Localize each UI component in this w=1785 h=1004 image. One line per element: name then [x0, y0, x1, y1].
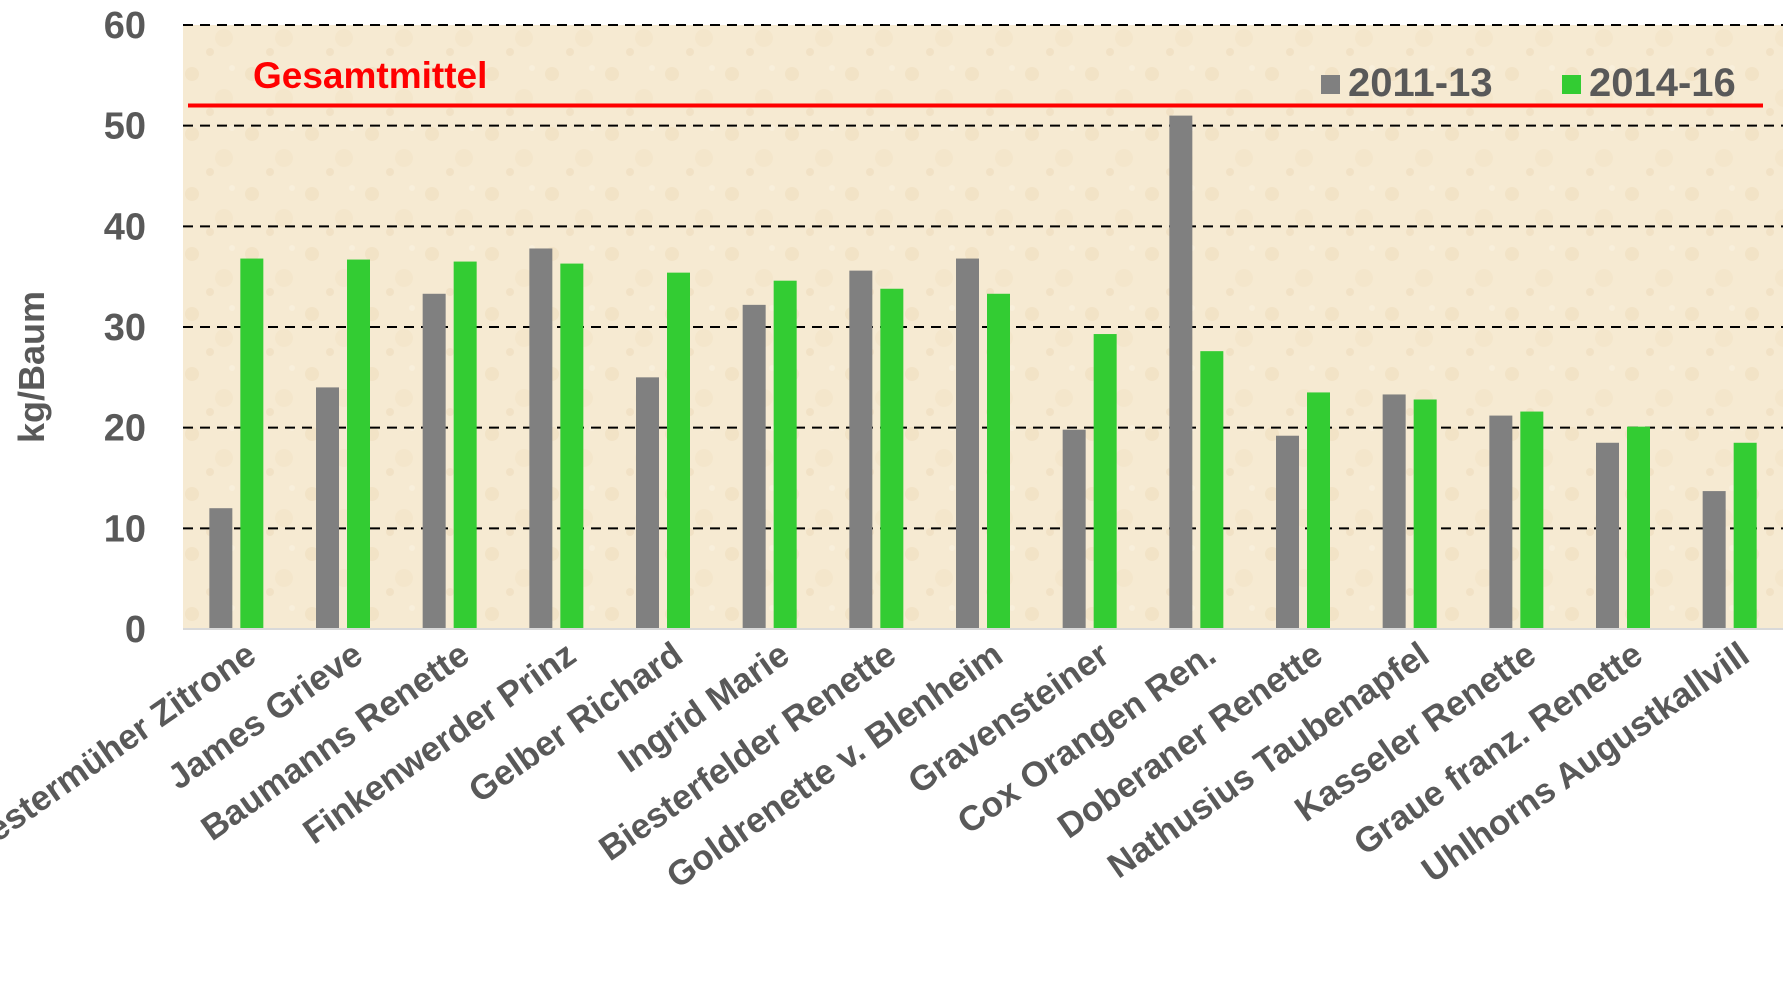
bars	[209, 115, 1757, 630]
y-tick-label: 20	[104, 408, 146, 450]
bar-2014-16-9	[1093, 334, 1117, 629]
bar-2011-13-13	[1489, 415, 1513, 629]
bar-2014-16-3	[453, 261, 477, 629]
bar-2011-13-4	[529, 248, 553, 630]
y-tick-label: 0	[125, 609, 146, 651]
legend: 2011-13 2014-16	[1321, 61, 1736, 105]
bar-2014-16-7	[880, 288, 904, 629]
bar-2011-13-12	[1382, 394, 1406, 629]
bar-2011-13-6	[742, 304, 766, 629]
legend-label-2014-16: 2014-16	[1589, 61, 1736, 105]
bar-2011-13-8	[956, 258, 979, 629]
bar-2011-13-2	[316, 387, 339, 629]
legend-swatch-2011-13	[1321, 75, 1340, 94]
legend-label-2011-13: 2011-13	[1348, 61, 1493, 105]
y-tick-label: 30	[104, 307, 146, 349]
bar-2014-16-13	[1520, 411, 1544, 629]
bar-2011-13-1	[209, 508, 233, 629]
bar-2014-16-14	[1627, 426, 1650, 629]
y-tick-label: 60	[104, 5, 146, 47]
bar-2011-13-10	[1169, 115, 1193, 630]
bar-2011-13-5	[636, 377, 659, 629]
y-tick-label: 10	[104, 508, 146, 550]
bar-2011-13-3	[422, 293, 446, 629]
y-tick-label: 40	[104, 206, 146, 248]
bar-2014-16-11	[1307, 392, 1330, 629]
y-axis-ticks: 0 10 20 30 40 50 60	[104, 5, 146, 651]
reference-line-label: Gesamtmittel	[253, 55, 487, 96]
bar-2014-16-2	[347, 259, 370, 629]
gridlines	[183, 24, 1783, 530]
bar-2014-16-4	[560, 263, 584, 629]
legend-swatch-2014-16	[1562, 75, 1581, 94]
bar-2014-16-12	[1413, 399, 1437, 629]
bar-2011-13-14	[1596, 442, 1619, 629]
bar-2014-16-8	[987, 293, 1010, 629]
bar-2014-16-5	[667, 272, 690, 629]
bar-2011-13-9	[1062, 429, 1086, 629]
y-axis-title: kg/Baum	[11, 291, 52, 443]
bar-2011-13-11	[1276, 435, 1299, 629]
y-tick-label: 50	[104, 106, 146, 148]
bar-2014-16-6	[773, 280, 797, 629]
bar-2014-16-10	[1200, 351, 1224, 629]
bar-2014-16-15	[1733, 442, 1757, 629]
bar-2014-16-1	[240, 258, 264, 629]
bar-2011-13-15	[1702, 491, 1726, 629]
bar-2011-13-7	[849, 270, 873, 629]
